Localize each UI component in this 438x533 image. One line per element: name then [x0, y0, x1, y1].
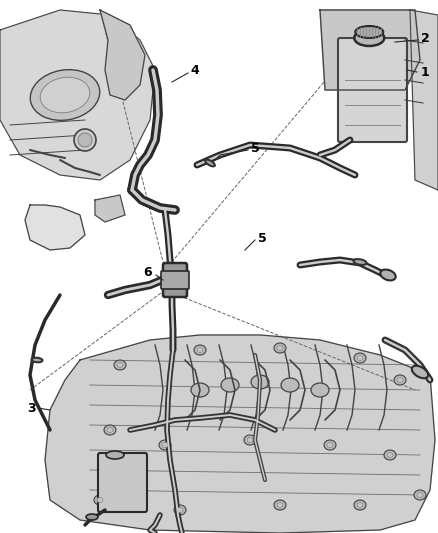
- Ellipse shape: [412, 366, 428, 378]
- Ellipse shape: [191, 383, 209, 397]
- Ellipse shape: [354, 30, 384, 46]
- Text: 3: 3: [28, 401, 36, 415]
- Ellipse shape: [197, 348, 203, 352]
- Ellipse shape: [357, 503, 363, 507]
- Ellipse shape: [162, 442, 168, 448]
- Polygon shape: [100, 10, 145, 100]
- Ellipse shape: [384, 450, 396, 460]
- Text: 5: 5: [251, 141, 259, 155]
- Text: 5: 5: [258, 231, 266, 245]
- Polygon shape: [320, 10, 420, 90]
- Ellipse shape: [205, 159, 215, 166]
- Polygon shape: [25, 205, 85, 250]
- Ellipse shape: [324, 440, 336, 450]
- Ellipse shape: [74, 129, 96, 151]
- Ellipse shape: [327, 442, 333, 448]
- Polygon shape: [45, 335, 435, 533]
- Ellipse shape: [277, 345, 283, 351]
- Ellipse shape: [251, 375, 269, 389]
- Ellipse shape: [177, 507, 183, 513]
- Polygon shape: [95, 195, 125, 222]
- Ellipse shape: [32, 358, 42, 362]
- Ellipse shape: [274, 343, 286, 353]
- Ellipse shape: [159, 440, 171, 450]
- Ellipse shape: [397, 377, 403, 383]
- Ellipse shape: [244, 435, 256, 445]
- Ellipse shape: [97, 497, 103, 503]
- Ellipse shape: [277, 503, 283, 507]
- Ellipse shape: [417, 492, 423, 497]
- Text: 2: 2: [420, 31, 429, 44]
- Ellipse shape: [281, 378, 299, 392]
- FancyBboxPatch shape: [98, 453, 147, 512]
- Ellipse shape: [394, 375, 406, 385]
- FancyBboxPatch shape: [161, 271, 189, 289]
- Ellipse shape: [174, 505, 186, 515]
- Ellipse shape: [78, 133, 92, 147]
- Ellipse shape: [355, 26, 383, 38]
- Ellipse shape: [107, 427, 113, 432]
- Ellipse shape: [106, 451, 124, 459]
- Polygon shape: [0, 10, 155, 180]
- Ellipse shape: [311, 383, 329, 397]
- Ellipse shape: [247, 438, 253, 442]
- FancyBboxPatch shape: [338, 38, 407, 142]
- Ellipse shape: [354, 353, 366, 363]
- Polygon shape: [410, 10, 438, 190]
- Ellipse shape: [117, 362, 123, 367]
- Ellipse shape: [94, 495, 106, 505]
- Ellipse shape: [194, 345, 206, 355]
- Ellipse shape: [414, 490, 426, 500]
- Ellipse shape: [274, 500, 286, 510]
- Text: 1: 1: [420, 66, 429, 78]
- Ellipse shape: [380, 270, 396, 280]
- Ellipse shape: [357, 356, 363, 360]
- Ellipse shape: [114, 360, 126, 370]
- Ellipse shape: [353, 259, 367, 265]
- Ellipse shape: [387, 453, 393, 457]
- Ellipse shape: [221, 378, 239, 392]
- Ellipse shape: [30, 70, 100, 120]
- Ellipse shape: [40, 77, 90, 113]
- Text: 4: 4: [191, 63, 199, 77]
- Ellipse shape: [354, 500, 366, 510]
- Ellipse shape: [104, 425, 116, 435]
- Text: 6: 6: [144, 265, 152, 279]
- Ellipse shape: [86, 514, 98, 520]
- FancyBboxPatch shape: [163, 263, 187, 297]
